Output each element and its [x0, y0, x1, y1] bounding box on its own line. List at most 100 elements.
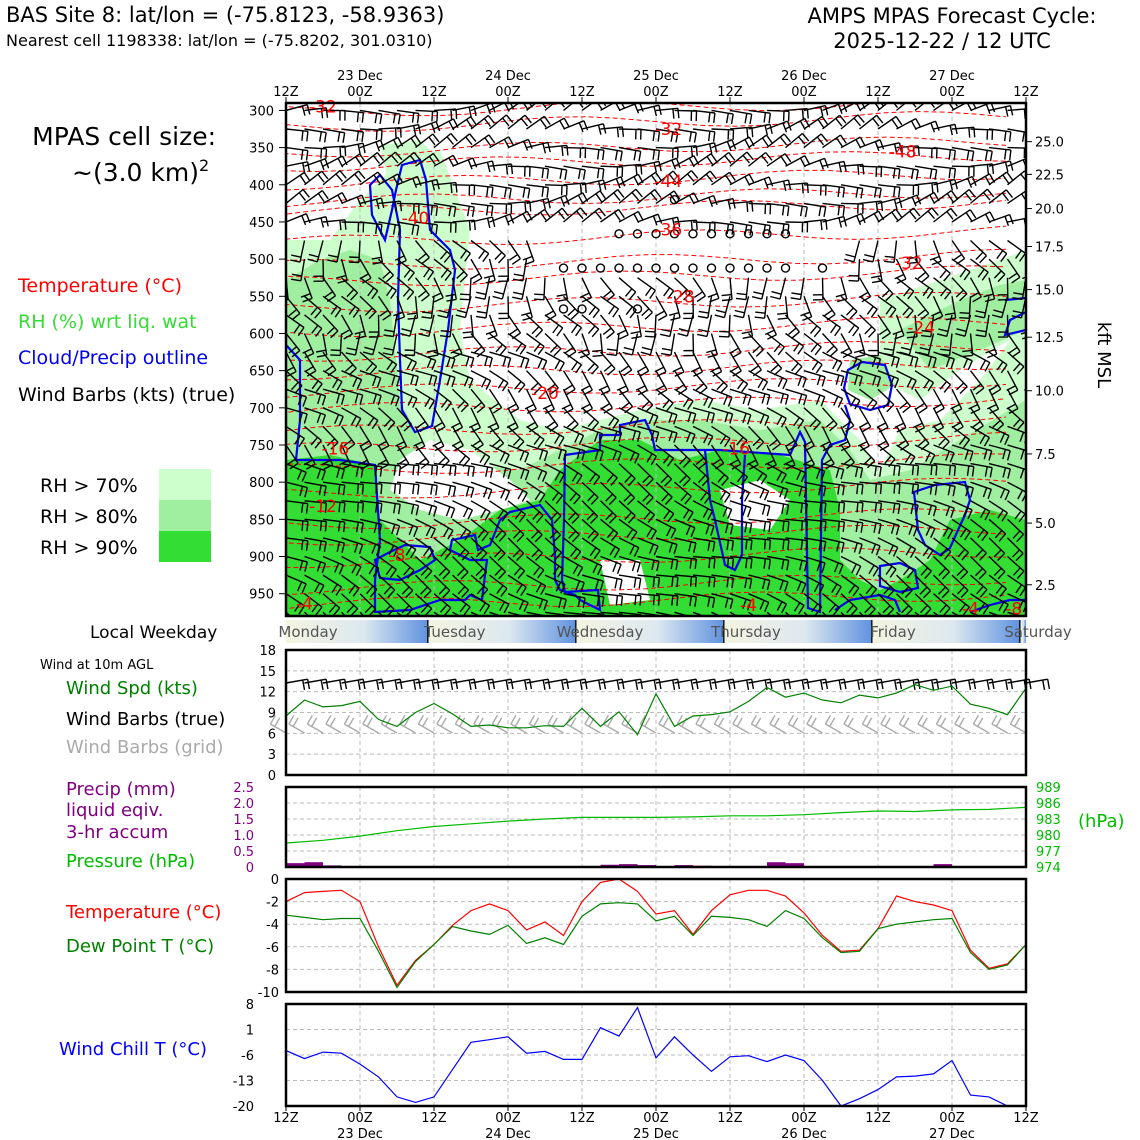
- wind-barb: [877, 314, 891, 340]
- wind-barb: [489, 555, 507, 580]
- wind-barb: [378, 151, 403, 167]
- wind-barb: [618, 574, 642, 589]
- wind-barb: [455, 296, 472, 319]
- wind-barb: [729, 151, 754, 167]
- bottom-date-label: 27 Dec: [929, 1127, 975, 1140]
- wind10-barb-true: [285, 678, 311, 691]
- wind-barb: [692, 481, 712, 504]
- wind-barb: [378, 407, 396, 431]
- wind-barb: [785, 202, 808, 218]
- wind-barb: [345, 333, 361, 356]
- wind-barb: [618, 593, 642, 606]
- wind-barb: [433, 258, 452, 282]
- wind-barb: [526, 314, 544, 338]
- wind-barb: [341, 142, 366, 155]
- wind-barb: [969, 370, 985, 395]
- wind-barb: [452, 105, 477, 118]
- wind-barb: [563, 555, 584, 577]
- wind-barb: [748, 109, 771, 124]
- wind-barb: [341, 407, 362, 428]
- wind-barb: [286, 425, 305, 448]
- wind10-barb-grid: [639, 714, 657, 734]
- wind-barb: [414, 407, 429, 433]
- height-tick-label: 17.5: [1035, 240, 1064, 255]
- wind-barb: [692, 109, 716, 123]
- wind-barb: [988, 593, 1009, 614]
- wind-barb: [341, 555, 362, 576]
- wind-barb: [581, 425, 604, 444]
- wind-barb: [711, 407, 734, 424]
- wind-barb: [822, 462, 845, 480]
- height-tick-label: 7.5: [1035, 448, 1056, 463]
- calm-circle: [651, 263, 661, 273]
- wind-barb: [526, 593, 548, 611]
- wind-barb: [618, 537, 640, 557]
- temp-contour-label: -48: [889, 142, 917, 162]
- wind-barb: [396, 481, 420, 495]
- wind-barb: [896, 555, 915, 579]
- wind-barb: [377, 258, 395, 283]
- wind-barb: [507, 184, 531, 199]
- wind-barb: [359, 481, 383, 495]
- precip-tick-label: 0: [246, 861, 254, 876]
- cross-section-wind-barbs: [286, 103, 1026, 616]
- wind-barb: [359, 171, 385, 186]
- windchill-label: Wind Chill T (°C): [59, 1039, 207, 1060]
- wind-barb: [1006, 333, 1021, 358]
- wind-barb: [766, 109, 790, 122]
- wind-barb: [452, 556, 469, 580]
- calm-circle: [706, 263, 717, 273]
- wind-barb: [418, 314, 435, 337]
- wind-barb: [970, 574, 988, 598]
- wind-barb: [747, 425, 765, 450]
- weekday-name: Tuesday: [423, 623, 485, 641]
- wind-barb: [729, 555, 753, 569]
- wind-barb: [563, 120, 589, 133]
- wind10-barb-true: [618, 678, 644, 691]
- wind-barb: [877, 370, 900, 389]
- wind-barb: [991, 296, 1009, 319]
- wind-barb: [988, 500, 1008, 522]
- wind-barb: [914, 500, 937, 517]
- wind-barb: [618, 407, 640, 428]
- wind-barb: [359, 426, 373, 451]
- wind-barb: [711, 171, 736, 186]
- wind-barb: [914, 537, 934, 559]
- wind-barb: [433, 239, 452, 263]
- top-date-label: 23 Dec: [337, 69, 383, 84]
- wind-barb: [674, 537, 697, 553]
- height-tick-label: 22.5: [1035, 168, 1064, 183]
- weekday-name: Thursday: [710, 623, 781, 641]
- cloud-outline-mid: [703, 449, 747, 572]
- cell-size-label: MPAS cell size:: [32, 122, 216, 151]
- wind-barb: [692, 277, 706, 303]
- wind-barb: [415, 574, 432, 599]
- wind-barb: [489, 114, 514, 130]
- wind-barb: [692, 593, 716, 608]
- wind-barb: [600, 189, 625, 204]
- wind-barb: [544, 574, 566, 594]
- wind-barb: [396, 123, 422, 136]
- wind-barb: [600, 425, 623, 443]
- wind-barb: [748, 176, 774, 189]
- wind-barb: [748, 537, 772, 550]
- wind-barb: [396, 518, 419, 537]
- wind-barb: [951, 462, 975, 477]
- wind-barb: [470, 351, 493, 368]
- wind-barb: [803, 407, 821, 431]
- wind-barb: [1007, 239, 1026, 262]
- wind-barb: [637, 500, 655, 523]
- wind-barb: [914, 518, 936, 538]
- calm-circle: [614, 229, 624, 239]
- wind-barb: [748, 574, 771, 591]
- wind-barb: [452, 611, 462, 616]
- wind-barb: [599, 388, 613, 414]
- wind-barb: [452, 537, 470, 561]
- weekday-name: Monday: [278, 623, 337, 641]
- wind10-barb-true: [415, 678, 440, 691]
- wind-barb: [507, 444, 530, 463]
- wind-barb: [729, 351, 742, 377]
- wind10-barb-grid: [880, 714, 897, 734]
- wind-barb: [906, 314, 918, 339]
- cross-section-axes: 300 350 400 450 500 550 600 650 700 750 800 850 900 9…: [249, 104, 1064, 602]
